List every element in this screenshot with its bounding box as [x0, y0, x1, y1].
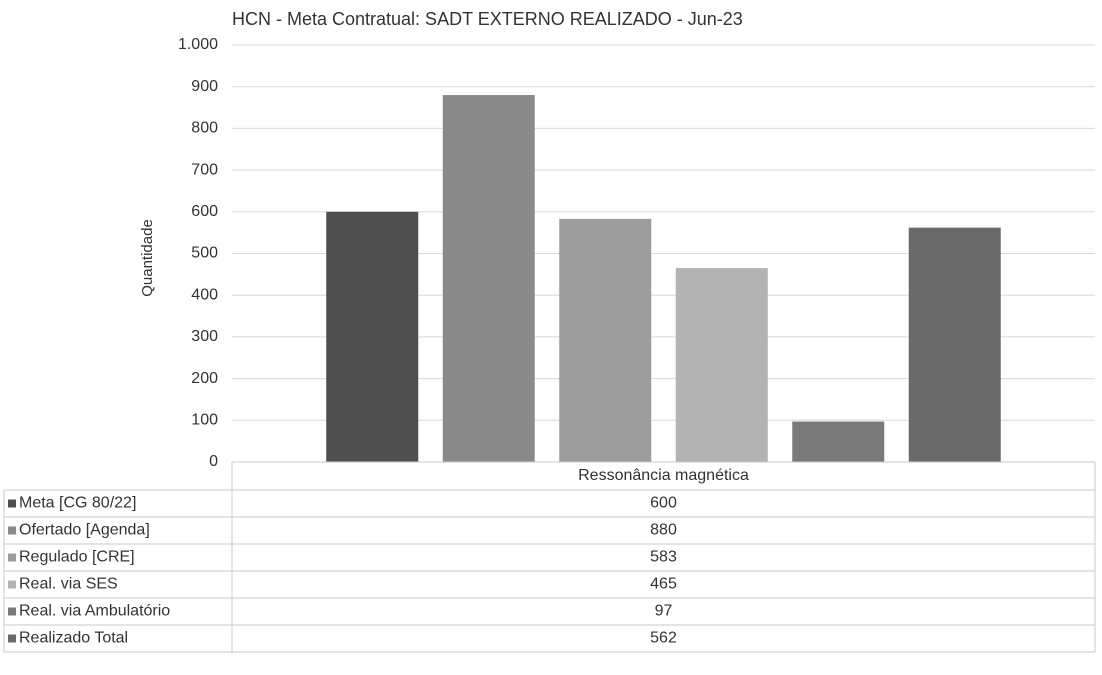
table-value: 880	[650, 522, 677, 539]
bar	[792, 421, 885, 462]
legend-label: Ofertado [Agenda]	[19, 522, 150, 539]
legend-swatch	[8, 634, 16, 643]
legend-swatch	[8, 499, 16, 508]
table-value: 562	[650, 630, 677, 647]
y-axis-label: Quantidade	[139, 219, 156, 297]
y-tick-label: 600	[191, 203, 218, 220]
legend-label: Real. via Ambulatório	[19, 603, 170, 620]
table-value: 600	[650, 495, 677, 512]
legend-swatch	[8, 607, 16, 616]
bar	[442, 95, 535, 462]
y-tick-label: 800	[191, 120, 218, 137]
table-value: 97	[655, 603, 673, 620]
y-tick-label: 300	[191, 328, 218, 345]
y-tick-label: 200	[191, 370, 218, 387]
bar	[908, 227, 1001, 462]
bar	[675, 268, 768, 462]
y-tick-label: 500	[191, 245, 218, 262]
y-tick-label: 700	[191, 161, 218, 178]
y-tick-label: 0	[209, 453, 218, 470]
y-tick-label: 100	[191, 412, 218, 429]
chart-title: HCN - Meta Contratual: SADT EXTERNO REAL…	[232, 9, 743, 29]
table-value: 465	[650, 576, 677, 593]
bar	[326, 211, 419, 462]
legend-label: Realizado Total	[19, 630, 128, 647]
x-tick-label: Ressonância magnética	[578, 467, 749, 484]
legend-label: Meta [CG 80/22]	[19, 495, 136, 512]
legend-swatch	[8, 580, 16, 589]
legend-label: Regulado [CRE]	[19, 549, 135, 566]
y-tick-label: 400	[191, 286, 218, 303]
y-tick-label: 900	[191, 78, 218, 95]
legend-swatch	[8, 526, 16, 535]
legend-swatch	[8, 553, 16, 562]
legend-label: Real. via SES	[19, 576, 118, 593]
y-tick-label: 1.000	[178, 36, 218, 53]
table-value: 583	[650, 549, 677, 566]
bar	[559, 218, 652, 462]
